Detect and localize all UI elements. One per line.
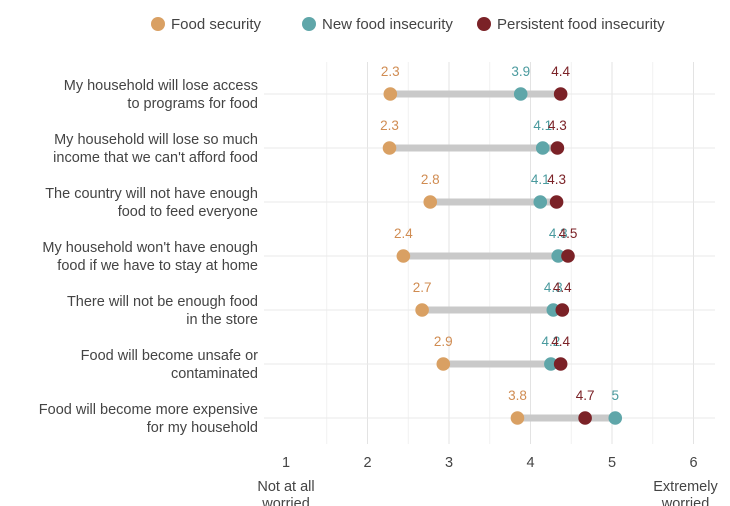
category-label: to programs for food	[127, 96, 258, 112]
category-row: My household won't have enough food if we…	[42, 226, 577, 274]
value-label: 4.4	[553, 280, 572, 295]
legend-dot-new-food-insecurity	[302, 17, 316, 31]
x-tick-label: 6	[689, 455, 697, 471]
legend-label-new-food-insecurity: New food insecurity	[322, 16, 453, 33]
point-persistent-food-insecurity	[561, 249, 575, 263]
category-row: Food will become unsafe or contaminated 2.…	[81, 334, 571, 382]
legend-dot-food-security	[151, 17, 165, 31]
point-food-security	[436, 357, 451, 371]
x-tick-label: 1	[282, 455, 290, 471]
point-persistent-food-insecurity	[553, 87, 568, 101]
point-persistent-food-insecurity	[549, 195, 564, 209]
point-persistent-food-insecurity	[550, 141, 565, 155]
value-label: 4.4	[551, 64, 570, 79]
legend-label-food-security: Food security	[171, 16, 262, 33]
point-new-food-insecurity	[608, 411, 623, 425]
category-label: for my household	[147, 420, 258, 436]
category-label: food if we have to stay at home	[57, 258, 258, 274]
value-label: 3.9	[511, 64, 530, 79]
category-label: contaminated	[171, 366, 258, 382]
point-food-security	[510, 411, 525, 425]
category-label: There will not be enough food	[67, 294, 258, 310]
category-row: There will not be enough food in the stor…	[67, 280, 572, 328]
value-label: 4.7	[576, 388, 595, 403]
category-label: My household will lose access	[64, 78, 258, 94]
point-new-food-insecurity	[513, 87, 528, 101]
value-label: 4.2	[541, 334, 560, 349]
value-label: 4.5	[559, 226, 578, 241]
category-label: The country will not have enough	[45, 186, 258, 202]
point-new-food-insecurity	[551, 249, 566, 263]
value-label: 2.3	[381, 64, 400, 79]
x-tick-label: 3	[445, 455, 453, 471]
category-row: Food will become more expensive for my ho…	[39, 388, 623, 436]
value-label: 4.3	[548, 118, 567, 133]
value-label: 2.9	[434, 334, 453, 349]
value-label: 2.4	[394, 226, 413, 241]
x-endpoint-high-label: worried	[661, 496, 710, 506]
x-endpoint-low-label: worried	[261, 496, 310, 506]
point-persistent-food-insecurity	[578, 411, 592, 425]
x-tick-label: 4	[526, 455, 534, 471]
value-label: 4.4	[551, 334, 570, 349]
x-tick-label: 5	[608, 455, 616, 471]
category-label: My household won't have enough	[42, 240, 258, 256]
value-label: 4.3	[549, 226, 568, 241]
point-food-security	[396, 249, 411, 263]
category-label: in the store	[186, 312, 258, 328]
value-label: 5	[612, 388, 620, 403]
value-label: 2.3	[380, 118, 399, 133]
point-persistent-food-insecurity	[553, 357, 568, 371]
point-new-food-insecurity	[535, 141, 550, 155]
value-label: 4.3	[547, 172, 566, 187]
point-new-food-insecurity	[533, 195, 548, 209]
point-food-security	[382, 141, 397, 155]
chart-rows: My household will lose access to programs…	[39, 64, 623, 436]
value-label: 2.8	[421, 172, 440, 187]
x-endpoint-low-label: Not at all	[257, 479, 314, 495]
category-row: The country will not have enough food to …	[45, 172, 566, 220]
value-label: 3.8	[508, 388, 527, 403]
point-food-security	[423, 195, 438, 209]
point-persistent-food-insecurity	[555, 303, 570, 317]
value-label: 4.3	[544, 280, 563, 295]
legend-label-persistent-food-insecurity: Persistent food insecurity	[497, 16, 665, 33]
legend: Food security New food insecurity Persiste…	[151, 16, 665, 33]
legend-dot-persistent-food-insecurity	[477, 17, 491, 31]
x-endpoint-high-label: Extremely	[653, 479, 718, 495]
value-label: 2.7	[413, 280, 432, 295]
point-food-security	[383, 87, 398, 101]
category-label: food to feed everyone	[118, 204, 258, 220]
point-new-food-insecurity	[544, 357, 558, 371]
category-row: My household will lose so much income tha…	[53, 118, 567, 166]
x-tick-label: 2	[363, 455, 371, 471]
category-label: Food will become more expensive	[39, 402, 258, 418]
category-label: Food will become unsafe or	[81, 348, 258, 364]
point-food-security	[415, 303, 429, 317]
category-row: My household will lose access to programs…	[64, 64, 571, 112]
value-label: 4.1	[533, 118, 552, 133]
category-label: income that we can't afford food	[53, 150, 258, 166]
value-label: 4.1	[531, 172, 550, 187]
category-label: My household will lose so much	[54, 132, 258, 148]
